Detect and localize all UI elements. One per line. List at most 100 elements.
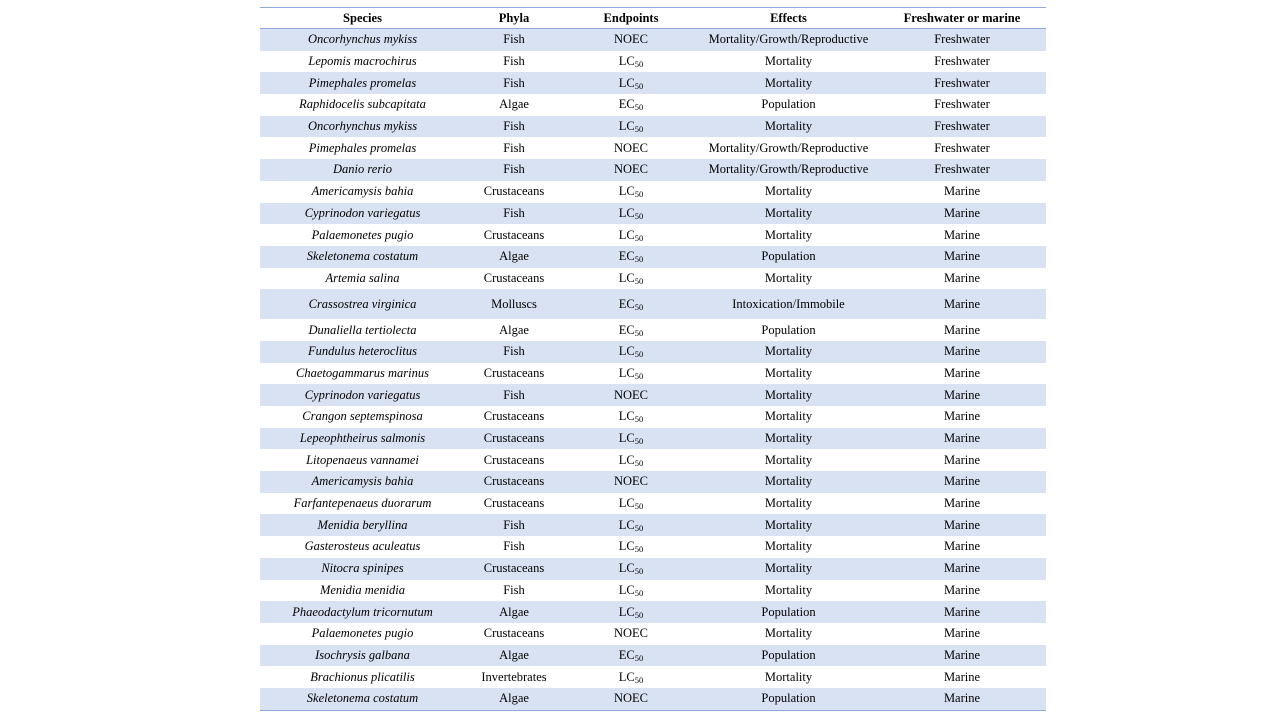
effects-cell: Mortality <box>699 202 878 225</box>
habitat-cell: Marine <box>878 579 1046 602</box>
table-row: Lepomis macrochirus Fish LC50 Mortality Fres… <box>260 50 1046 73</box>
phyla-cell: Fish <box>465 159 563 181</box>
table-row: Nitocra spinipes Crustaceans LC50 Mortality… <box>260 557 1046 580</box>
effects-cell: Mortality <box>699 267 878 290</box>
phyla-cell: Fish <box>465 28 563 51</box>
endpoint-cell: LC50 <box>563 601 699 623</box>
phyla-cell: Crustaceans <box>465 427 563 450</box>
species-cell: Skeletonema costatum <box>260 687 465 711</box>
phyla-cell: Fish <box>465 340 563 363</box>
habitat-cell: Marine <box>878 622 1046 645</box>
endpoint-base: LC <box>618 365 635 380</box>
endpoint-cell: LC50 <box>563 449 699 472</box>
endpoint-base: LC <box>618 344 635 359</box>
habitat-cell: Marine <box>878 224 1046 246</box>
habitat-cell: Marine <box>878 180 1046 203</box>
table-row: Lepeophtheirus salmonis Crustaceans LC50 Mo… <box>260 427 1046 450</box>
species-cell: Americamysis bahia <box>260 471 465 493</box>
endpoint-cell: LC50 <box>563 202 699 225</box>
phyla-cell: Crustaceans <box>465 406 563 428</box>
habitat-cell: Freshwater <box>878 115 1046 138</box>
effects-cell: Population <box>699 245 878 268</box>
endpoint-base: LC <box>618 539 635 554</box>
endpoint-cell: LC50 <box>563 115 699 138</box>
phyla-cell: Crustaceans <box>465 267 563 290</box>
endpoint-subscript: 50 <box>634 587 644 598</box>
table-row: Oncorhynchus mykiss Fish LC50 Mortality Fres… <box>260 115 1046 138</box>
habitat-cell: Marine <box>878 666 1046 688</box>
species-cell: Isochrysis galbana <box>260 644 465 667</box>
endpoint-cell: LC50 <box>563 557 699 580</box>
endpoint-subscript: 50 <box>634 652 644 663</box>
species-cell: Farfantepenaeus duorarum <box>260 492 465 515</box>
habitat-cell: Marine <box>878 406 1046 428</box>
phyla-cell: Crustaceans <box>465 622 563 645</box>
header-species: Species <box>260 7 465 29</box>
habitat-cell: Marine <box>878 362 1046 385</box>
endpoint-base: LC <box>618 561 635 576</box>
endpoint-subscript: 50 <box>634 210 644 221</box>
table-row: Brachionus plicatilis Invertebrates LC50 Mo… <box>260 666 1046 688</box>
endpoint-base: LC <box>618 452 635 467</box>
effects-cell: Intoxication/Immobile <box>699 289 878 320</box>
table-row: Skeletonema costatum Algae EC50 Population M… <box>260 245 1046 268</box>
endpoint-cell: EC50 <box>563 245 699 268</box>
endpoint-subscript: 50 <box>634 522 644 533</box>
habitat-cell: Marine <box>878 687 1046 711</box>
endpoint-base: LC <box>618 431 635 446</box>
endpoint-subscript: 50 <box>634 457 644 468</box>
phyla-cell: Crustaceans <box>465 449 563 472</box>
effects-cell: Mortality <box>699 362 878 385</box>
endpoint-base: NOEC <box>613 691 649 706</box>
endpoint-base: LC <box>618 604 635 619</box>
table-row: Palaemonetes pugio Crustaceans LC50 Mortali… <box>260 224 1046 246</box>
effects-cell: Mortality <box>699 115 878 138</box>
phyla-cell: Fish <box>465 115 563 138</box>
species-toxicity-table: Species Phyla Endpoints Effects Freshwat… <box>260 7 1046 711</box>
species-cell: Pimephales promelas <box>260 137 465 160</box>
endpoint-subscript: 50 <box>634 301 644 312</box>
endpoint-cell: LC50 <box>563 492 699 515</box>
species-cell: Palaemonetes pugio <box>260 622 465 645</box>
species-cell: Pimephales promelas <box>260 72 465 95</box>
phyla-cell: Crustaceans <box>465 224 563 246</box>
table-row: Crassostrea virginica Molluscs EC50 Intoxic… <box>260 289 1046 320</box>
endpoint-cell: NOEC <box>563 137 699 160</box>
endpoint-subscript: 50 <box>634 189 644 200</box>
phyla-cell: Algae <box>465 601 563 623</box>
table-header: Species Phyla Endpoints Effects Freshwat… <box>260 7 1046 29</box>
endpoint-cell: EC50 <box>563 289 699 320</box>
habitat-cell: Freshwater <box>878 50 1046 73</box>
table-row: Artemia salina Crustaceans LC50 Mortality Ma… <box>260 267 1046 290</box>
habitat-cell: Marine <box>878 427 1046 450</box>
species-cell: Cyprinodon variegatus <box>260 202 465 225</box>
header-endpoints: Endpoints <box>563 7 699 29</box>
effects-cell: Population <box>699 601 878 623</box>
phyla-cell: Algae <box>465 687 563 711</box>
effects-cell: Mortality <box>699 666 878 688</box>
endpoint-cell: EC50 <box>563 319 699 341</box>
table-body: Oncorhynchus mykiss Fish NOEC Mortality/Gro… <box>260 28 1046 711</box>
endpoint-base: LC <box>618 270 635 285</box>
table-row: Oncorhynchus mykiss Fish NOEC Mortality/Gro… <box>260 28 1046 51</box>
endpoint-subscript: 50 <box>634 275 644 286</box>
phyla-cell: Fish <box>465 579 563 602</box>
habitat-cell: Marine <box>878 514 1046 537</box>
species-cell: Menidia menidia <box>260 579 465 602</box>
endpoint-cell: LC50 <box>563 362 699 385</box>
species-cell: Crassostrea virginica <box>260 289 465 320</box>
habitat-cell: Marine <box>878 289 1046 320</box>
phyla-cell: Fish <box>465 514 563 537</box>
effects-cell: Mortality <box>699 514 878 537</box>
endpoint-base: LC <box>618 227 635 242</box>
habitat-cell: Freshwater <box>878 72 1046 95</box>
endpoint-cell: LC50 <box>563 579 699 602</box>
endpoint-cell: LC50 <box>563 406 699 428</box>
endpoint-subscript: 50 <box>634 609 644 620</box>
habitat-cell: Freshwater <box>878 94 1046 116</box>
table-row: Crangon septemspinosa Crustaceans LC50 Mort… <box>260 406 1046 428</box>
endpoint-subscript: 50 <box>634 544 644 555</box>
phyla-cell: Fish <box>465 536 563 558</box>
endpoint-base: NOEC <box>613 32 649 47</box>
phyla-cell: Crustaceans <box>465 471 563 493</box>
